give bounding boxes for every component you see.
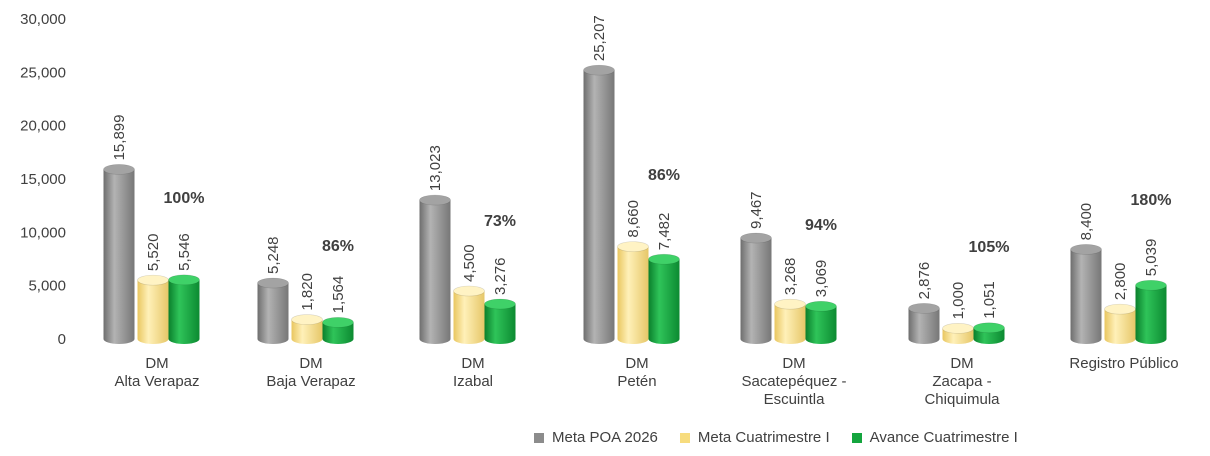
bar — [291, 314, 323, 344]
y-tick-label: 0 — [58, 331, 66, 348]
legend-label-meta-poa: Meta POA 2026 — [552, 429, 658, 446]
legend: Meta POA 2026 Meta Cuatrimestre I Avance… — [534, 429, 1040, 446]
y-tick-label: 20,000 — [20, 118, 66, 135]
percentage-label: 73% — [484, 213, 516, 230]
percentage-label: 94% — [805, 217, 837, 234]
bar — [484, 298, 516, 344]
bar — [740, 232, 772, 344]
data-label: 1,820 — [299, 273, 316, 311]
bar — [1104, 303, 1136, 344]
percentage-label: 100% — [164, 190, 205, 207]
y-axis: 0 5,000 10,000 15,000 20,000 25,000 30,000 — [20, 11, 66, 348]
data-label: 3,268 — [782, 258, 799, 296]
data-label: 13,023 — [427, 145, 444, 191]
legend-item-meta-poa: Meta POA 2026 — [534, 429, 658, 446]
category-label: DM Zacapa -Chiquimula — [924, 355, 1000, 408]
percentage-label: 86% — [322, 238, 354, 255]
bar — [942, 323, 974, 344]
category-label: DM Sacatepéquez -Escuintla — [741, 355, 846, 408]
data-label: 2,800 — [1112, 263, 1129, 301]
bar — [805, 300, 837, 344]
bar — [774, 298, 806, 344]
legend-swatch-avance-cuatrimestre — [851, 432, 862, 443]
y-tick-label: 5,000 — [28, 278, 66, 295]
bar — [419, 194, 451, 344]
bar — [908, 303, 940, 344]
legend-swatch-meta-cuatrimestre — [679, 432, 690, 443]
data-label: 9,467 — [748, 191, 765, 229]
data-label: 4,500 — [461, 244, 478, 282]
percentage-label: 180% — [1131, 192, 1172, 209]
bar — [103, 164, 135, 344]
category-label: DM Petén — [617, 355, 656, 390]
data-label: 2,876 — [916, 262, 933, 300]
data-label: 8,660 — [625, 200, 642, 238]
bar — [1135, 279, 1167, 344]
data-label: 5,546 — [176, 233, 193, 271]
legend-label-meta-cuatrimestre: Meta Cuatrimestre I — [697, 429, 830, 446]
y-tick-label: 10,000 — [20, 224, 66, 241]
data-label: 1,000 — [950, 282, 967, 320]
bar — [168, 274, 200, 344]
data-label: 5,039 — [1143, 239, 1160, 277]
legend-item-meta-cuatrimestre: Meta Cuatrimestre I — [679, 429, 830, 446]
data-label: 1,051 — [981, 281, 998, 319]
legend-swatch-meta-poa — [534, 432, 544, 443]
category-label: DM Alta Verapaz — [114, 355, 199, 390]
data-label: 8,400 — [1078, 203, 1095, 241]
bars-group — [103, 64, 1167, 344]
data-label: 15,899 — [111, 115, 128, 161]
legend-item-avance-cuatrimestre: Avance Cuatrimestre I — [851, 429, 1018, 446]
bar — [648, 253, 680, 344]
bar — [1070, 244, 1102, 344]
data-labels-group: 15,899 5,248 13,023 25,207 9,467 2,876 8,400 5,… — [111, 15, 1171, 319]
data-label: 3,276 — [492, 258, 509, 296]
bar — [583, 64, 615, 344]
bar — [617, 241, 649, 344]
bar — [973, 322, 1005, 344]
legend-label-avance-cuatrimestre: Avance Cuatrimestre I — [869, 429, 1018, 446]
bar — [453, 285, 485, 344]
percentage-label: 86% — [648, 167, 680, 184]
data-label: 1,564 — [330, 276, 347, 314]
bar — [257, 277, 289, 344]
category-label: Registro Público — [1069, 355, 1178, 372]
data-label: 5,520 — [145, 234, 162, 272]
data-label: 25,207 — [591, 15, 608, 61]
y-tick-label: 15,000 — [20, 171, 66, 188]
data-label: 5,248 — [265, 236, 282, 274]
y-tick-label: 25,000 — [20, 64, 66, 81]
percentage-label: 105% — [969, 239, 1010, 256]
data-label: 3,069 — [813, 260, 830, 298]
y-tick-label: 30,000 — [20, 11, 66, 28]
category-label: DM Baja Verapaz — [266, 355, 355, 390]
bar — [137, 274, 169, 344]
category-label: DM Izabal — [453, 355, 493, 390]
data-label: 7,482 — [656, 213, 673, 251]
bar — [322, 317, 354, 344]
category-labels-group: DM Alta Verapaz DM Baja Verapaz DM Izabal DM Pe… — [114, 355, 1178, 408]
